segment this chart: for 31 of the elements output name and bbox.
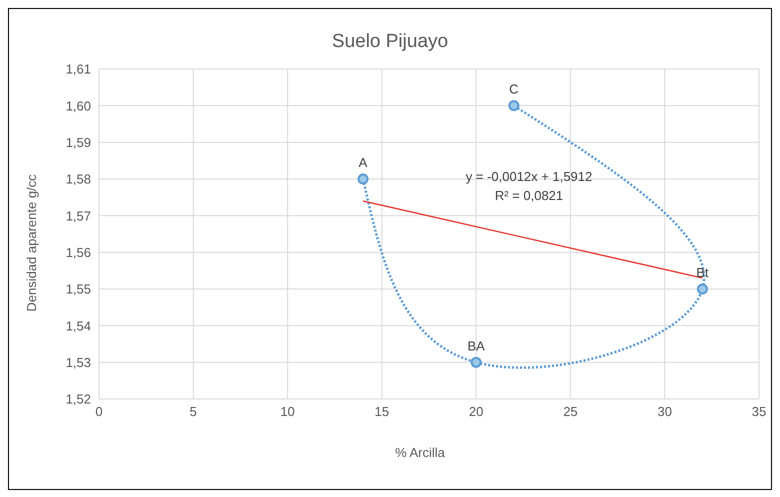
y-tick-label: 1,61 — [66, 62, 91, 77]
chart-title: Suelo Pijuayo — [330, 31, 450, 53]
x-axis-title: % Arcilla — [394, 445, 446, 460]
annotation: C — [509, 82, 519, 97]
y-tick-label: 1,57 — [66, 208, 91, 224]
x-tick-label: 5 — [190, 404, 197, 420]
point — [470, 356, 482, 368]
y-tick-label: 1,53 — [66, 354, 91, 370]
y-tick-label: 1,52 — [66, 392, 91, 407]
x-tick-label: 0 — [95, 404, 103, 420]
x-tick-label: 15 — [374, 404, 390, 420]
annotation: BA — [467, 338, 486, 354]
y-tick-label: 1,59 — [66, 134, 91, 150]
point — [358, 174, 368, 184]
x-tick-label: 20 — [468, 404, 484, 420]
y-tick-label: 1,55 — [66, 282, 91, 297]
y-tick-label: 1,60 — [66, 98, 91, 114]
point — [696, 284, 708, 294]
y-axis-title: Densidad aparente g/cc — [24, 173, 40, 314]
y-tick-label: 1,54 — [66, 318, 91, 334]
annotation: y = -0,0012x + 1,5912 — [464, 169, 594, 184]
annotation: Bt — [696, 265, 709, 280]
x-tick-label: 10 — [280, 404, 295, 420]
annotation: R² = 0,0821 — [494, 188, 564, 203]
y-tick-label: 1,58 — [66, 172, 91, 187]
x-tick-label: 35 — [752, 404, 766, 420]
annotation: A — [358, 155, 368, 170]
x-tick-label: 25 — [563, 404, 578, 420]
y-tick-label: 1,56 — [66, 244, 91, 260]
x-tick-label: 30 — [657, 404, 672, 420]
point — [508, 100, 520, 112]
